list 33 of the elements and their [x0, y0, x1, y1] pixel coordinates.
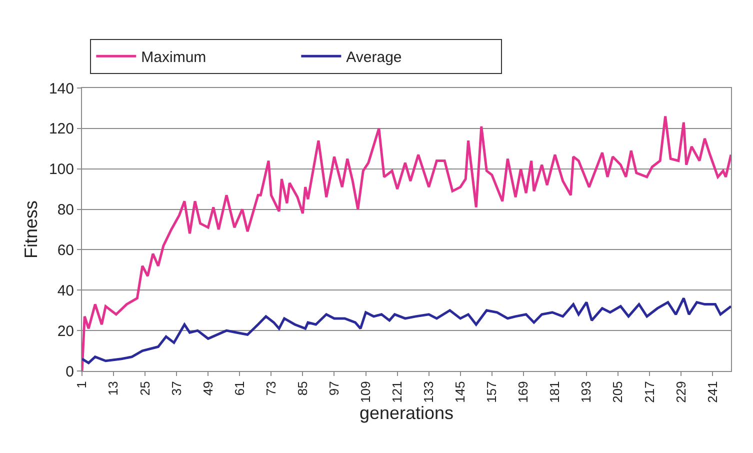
x-tick-label: 169 — [516, 381, 531, 403]
x-tick-label: 241 — [704, 381, 720, 403]
x-tick-label: 133 — [421, 381, 436, 403]
y-tick-label: 120 — [48, 120, 74, 138]
x-tick-label: 97 — [326, 381, 342, 396]
legend-label: Maximum — [141, 48, 206, 66]
y-tick-label: 100 — [48, 161, 74, 178]
y-tick-label: 0 — [66, 363, 74, 380]
y-axis-title: Fitness — [21, 200, 42, 259]
x-tick-label: 49 — [200, 381, 216, 396]
x-tick-label: 73 — [263, 381, 278, 396]
legend-label: Average — [346, 48, 402, 66]
x-tick-label: 85 — [294, 381, 310, 396]
y-tick-label: 20 — [57, 322, 74, 340]
x-tick-label: 193 — [578, 381, 594, 403]
y-tick-label: 60 — [57, 242, 74, 259]
x-tick-label: 229 — [673, 381, 688, 403]
x-tick-label: 157 — [484, 381, 500, 403]
x-tick-label: 37 — [168, 381, 184, 396]
x-tick-label: 205 — [610, 381, 626, 403]
x-tick-label: 217 — [642, 381, 657, 403]
x-tick-label: 61 — [232, 381, 247, 396]
x-tick-label: 25 — [137, 381, 152, 396]
y-tick-label: 40 — [57, 282, 74, 300]
x-tick-label: 145 — [452, 381, 468, 403]
x-tick-label: 13 — [106, 381, 121, 396]
y-tick-label: 140 — [48, 80, 74, 98]
x-tick-label: 1 — [74, 381, 90, 388]
x-tick-label: 181 — [547, 381, 562, 403]
x-axis-title: generations — [359, 403, 454, 424]
y-tick-label: 80 — [57, 202, 74, 219]
x-tick-label: 121 — [390, 381, 405, 403]
x-tick-label: 109 — [358, 381, 373, 403]
